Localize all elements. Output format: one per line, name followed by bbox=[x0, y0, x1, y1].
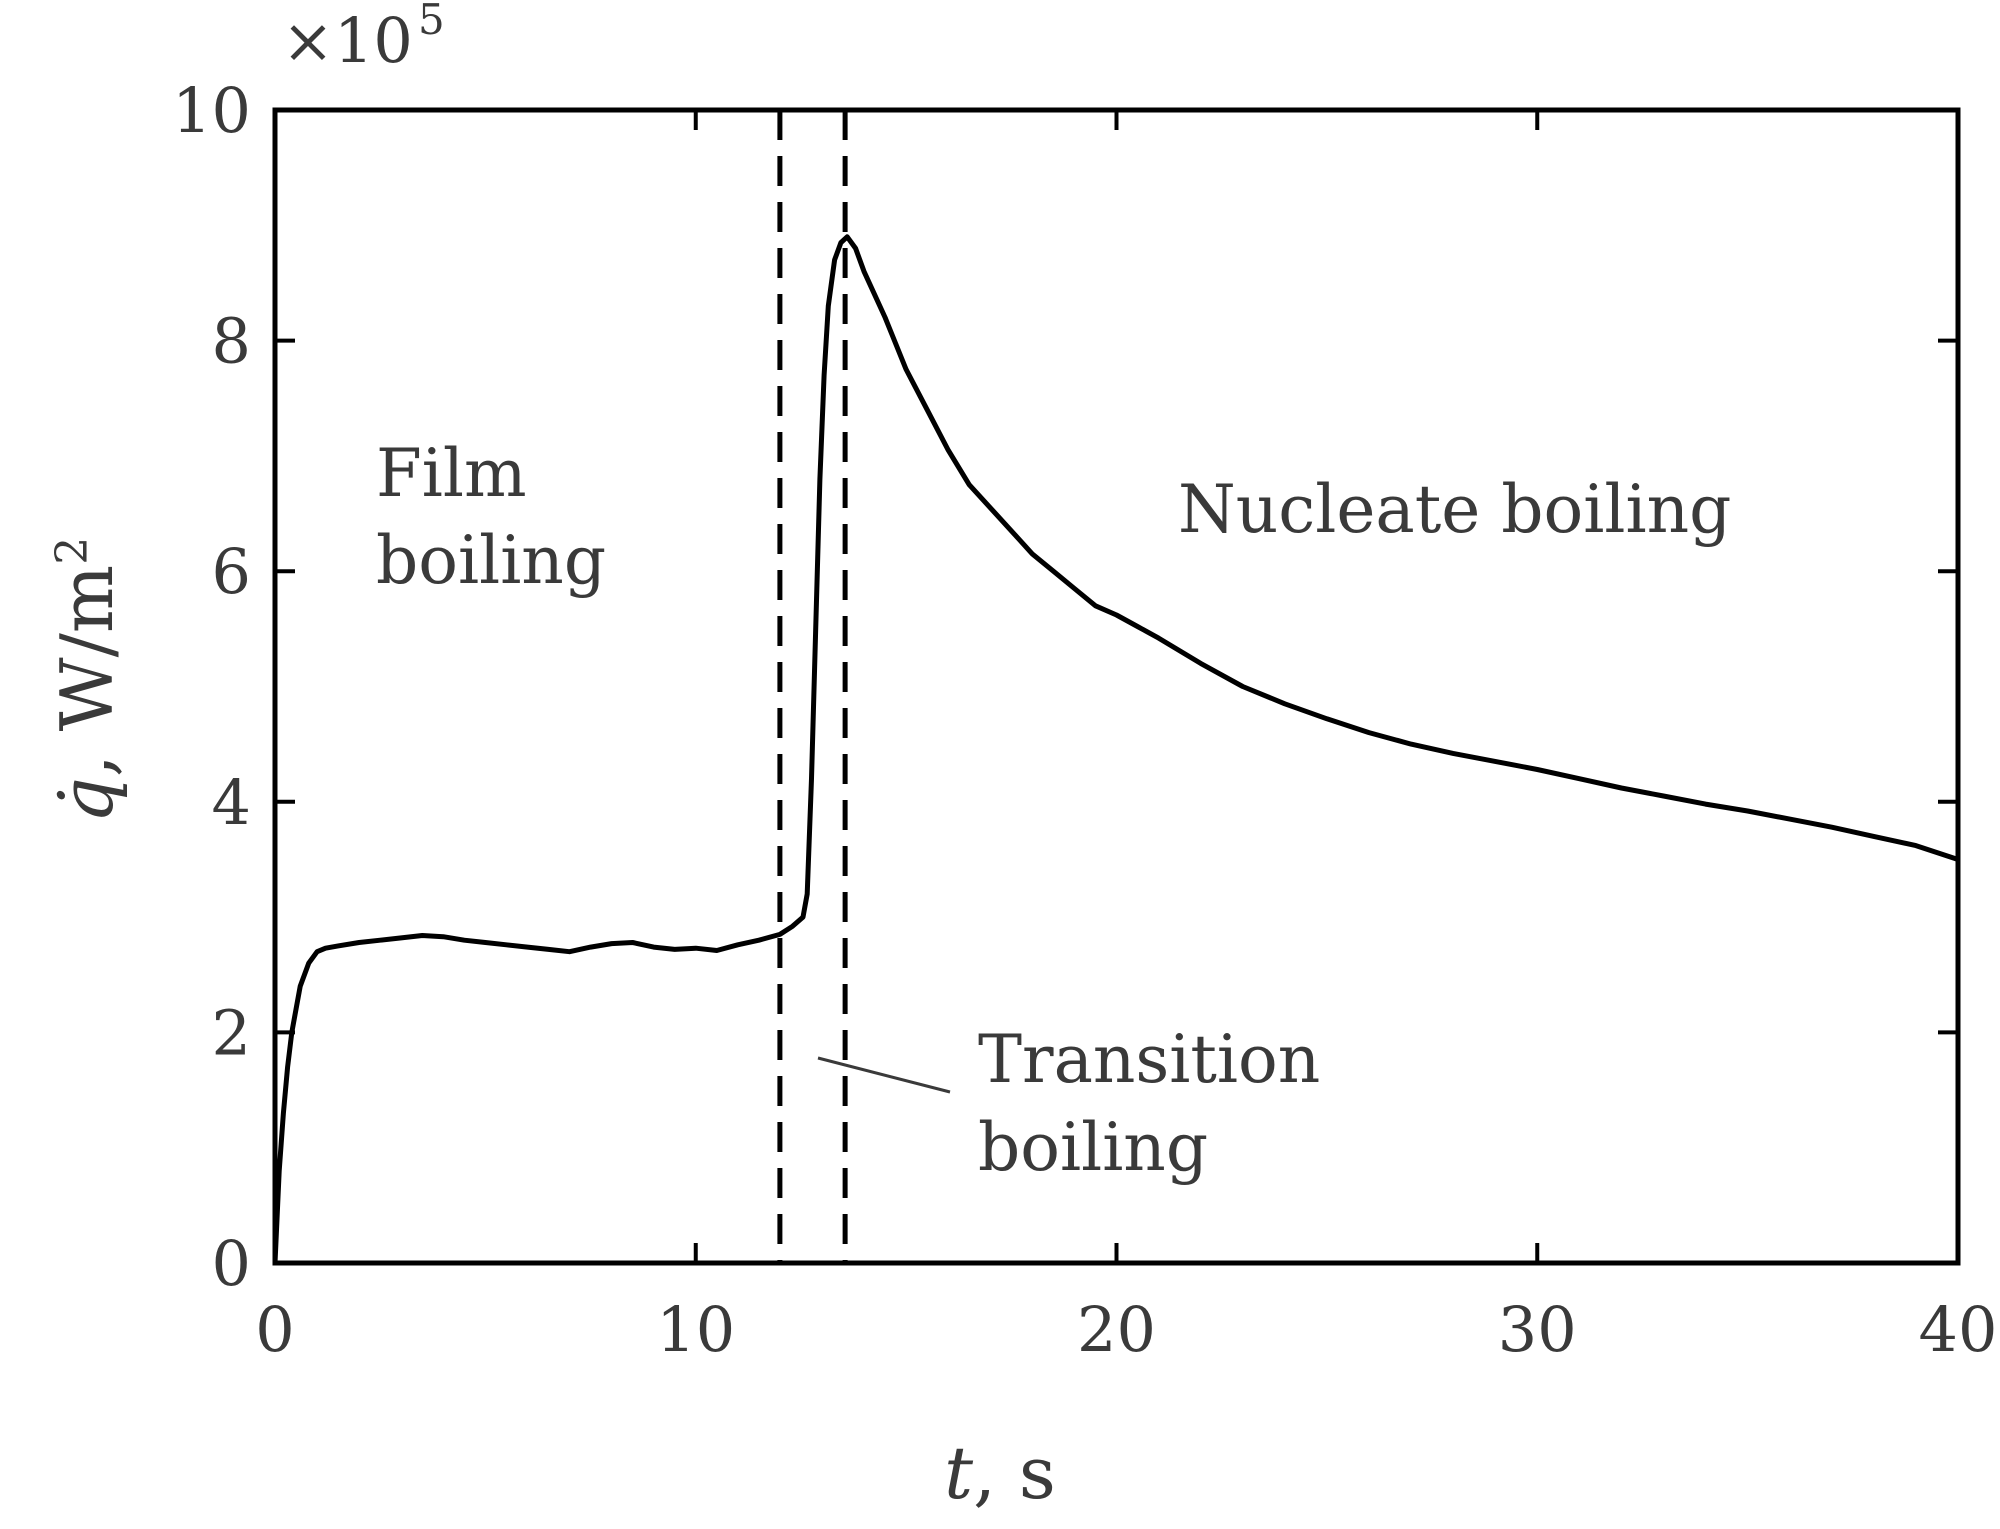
y-tick-label: 8 bbox=[212, 305, 251, 378]
y-tick-label: 10 bbox=[172, 74, 251, 147]
nucleate-boiling-label: Nucleate boiling bbox=[1178, 471, 1731, 548]
x-tick-label: 10 bbox=[656, 1293, 735, 1366]
y-tick-label: 2 bbox=[212, 996, 251, 1069]
y-tick-label: 0 bbox=[212, 1227, 251, 1300]
x-axis-title: t, s bbox=[944, 1431, 1056, 1515]
transition-boiling-label-line1: Transition bbox=[978, 1021, 1320, 1098]
y-axis-multiplier-exponent: 5 bbox=[418, 0, 445, 44]
x-tick-label: 20 bbox=[1077, 1293, 1156, 1366]
x-tick-label: 40 bbox=[1919, 1293, 1998, 1366]
heat-flux-series-line bbox=[272, 234, 1961, 1266]
y-axis-title: q̇, W/m2 bbox=[45, 537, 129, 823]
y-axis-multiplier: ×10 bbox=[282, 4, 413, 77]
x-tick-label: 0 bbox=[255, 1293, 294, 1366]
y-tick-label: 4 bbox=[212, 766, 251, 839]
y-axis-ticks: 0 2 4 6 8 10 bbox=[172, 74, 1958, 1300]
transition-boiling-leader-line bbox=[817, 1056, 951, 1094]
transition-boiling-label-line2: boiling bbox=[978, 1109, 1208, 1186]
x-axis-ticks: 0 10 20 30 40 bbox=[255, 110, 1997, 1366]
y-tick-label: 6 bbox=[212, 535, 251, 608]
x-tick-label: 30 bbox=[1498, 1293, 1577, 1366]
film-boiling-label-line1: Film bbox=[376, 435, 527, 512]
film-boiling-label-line2: boiling bbox=[376, 522, 606, 599]
